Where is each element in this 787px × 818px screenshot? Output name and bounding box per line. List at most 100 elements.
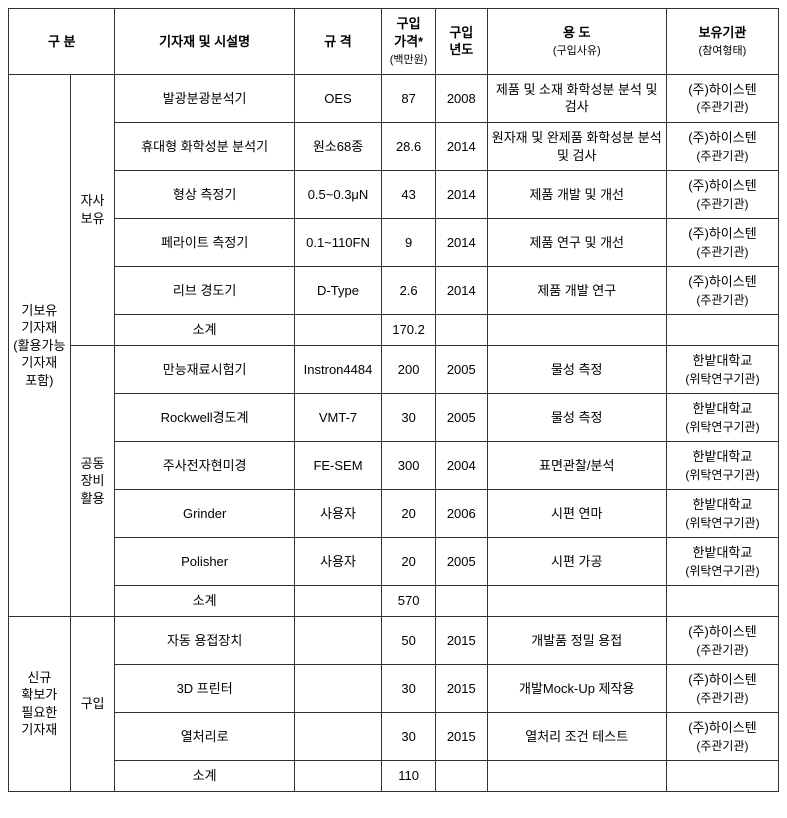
institution-role: (주관기관) [696,149,748,163]
header-year-text: 구입년도 [449,25,473,58]
price-cell: 2.6 [382,267,436,315]
use-cell: 시편 가공 [487,538,666,586]
institution-cell: 한밭대학교(위탁연구기관) [666,345,778,393]
institution-cell: 한밭대학교(위탁연구기관) [666,394,778,442]
equipment-name-cell: 페라이트 측정기 [115,219,294,267]
spec-cell [294,586,381,617]
subtotal-label-cell: 소계 [115,315,294,346]
header-institution-sub: (참여형태) [699,45,747,57]
use-cell: 제품 및 소재 화학성분 분석 및 검사 [487,74,666,122]
institution-cell: 한밭대학교(위탁연구기관) [666,538,778,586]
table-row: 3D 프린터302015개발Mock-Up 제작용(주)하이스텐(주관기관) [9,665,779,713]
year-cell: 2015 [436,665,488,713]
institution-name: (주)하이스텐 [688,624,756,639]
header-category: 구 분 [9,9,115,75]
institution-role: (위탁연구기관) [685,468,759,482]
header-price-top: 구입가격* [394,16,423,49]
use-cell: 원자재 및 완제품 화학성분 분석 및 검사 [487,123,666,171]
use-cell: 제품 연구 및 개선 [487,219,666,267]
spec-cell: Instron4484 [294,345,381,393]
equipment-name-cell: Rockwell경도계 [115,394,294,442]
price-cell: 20 [382,490,436,538]
subgroup-label-cell: 구입 [70,616,115,791]
spec-cell [294,616,381,664]
price-cell: 50 [382,616,436,664]
institution-cell [666,315,778,346]
header-price-sub: (백만원) [390,54,428,66]
institution-cell: (주)하이스텐(주관기관) [666,171,778,219]
table-row: 주사전자현미경FE-SEM3002004표면관찰/분석한밭대학교(위탁연구기관) [9,442,779,490]
year-cell: 2014 [436,219,488,267]
equipment-name-cell: Grinder [115,490,294,538]
institution-cell [666,761,778,792]
subtotal-price-cell: 570 [382,586,436,617]
spec-cell: 원소68종 [294,123,381,171]
institution-cell: 한밭대학교(위탁연구기관) [666,490,778,538]
header-institution-top: 보유기관 [699,25,747,40]
institution-cell [666,586,778,617]
equipment-name-cell: 자동 용접장치 [115,616,294,664]
header-name-text: 기자재 및 시설명 [159,34,250,49]
header-use-top: 용 도 [563,25,591,40]
use-cell: 개발Mock-Up 제작용 [487,665,666,713]
equipment-name-cell: 주사전자현미경 [115,442,294,490]
institution-cell: (주)하이스텐(주관기관) [666,616,778,664]
institution-role: (주관기관) [696,293,748,307]
price-cell: 30 [382,665,436,713]
subtotal-price-cell: 110 [382,761,436,792]
institution-role: (주관기관) [696,245,748,259]
spec-cell: OES [294,74,381,122]
subtotal-label-cell: 소계 [115,586,294,617]
price-cell: 300 [382,442,436,490]
equipment-name-cell: 휴대형 화학성분 분석기 [115,123,294,171]
price-cell: 9 [382,219,436,267]
institution-cell: (주)하이스텐 (주관기관) [666,123,778,171]
institution-cell: (주)하이스텐(주관기관) [666,713,778,761]
header-use: 용 도 (구입사유) [487,9,666,75]
institution-name: (주)하이스텐 [688,130,756,145]
spec-cell: 0.1~110FN [294,219,381,267]
subtotal-label-cell: 소계 [115,761,294,792]
price-cell: 200 [382,345,436,393]
header-institution: 보유기관 (참여형태) [666,9,778,75]
spec-cell: D-Type [294,267,381,315]
year-cell: 2005 [436,394,488,442]
year-cell [436,586,488,617]
use-cell [487,315,666,346]
institution-role: (주관기관) [696,739,748,753]
institution-name: 한밭대학교 [693,497,753,512]
institution-name: 한밭대학교 [693,401,753,416]
header-price: 구입가격* (백만원) [382,9,436,75]
subtotal-row: 소계 170.2 [9,315,779,346]
institution-role: (주관기관) [696,100,748,114]
year-cell [436,315,488,346]
subtotal-row: 소계 110 [9,761,779,792]
use-cell: 제품 개발 및 개선 [487,171,666,219]
equipment-name-cell: 형상 측정기 [115,171,294,219]
price-cell: 30 [382,394,436,442]
spec-cell [294,761,381,792]
group-label-cell: 기보유기자재(활용가능기자재포함) [9,74,71,616]
header-spec: 규 격 [294,9,381,75]
use-cell: 제품 개발 연구 [487,267,666,315]
institution-cell: (주)하이스텐(주관기관) [666,219,778,267]
subtotal-price-cell: 170.2 [382,315,436,346]
price-cell: 43 [382,171,436,219]
equipment-name-cell: 만능재료시험기 [115,345,294,393]
spec-cell: 사용자 [294,490,381,538]
use-cell: 물성 측정 [487,345,666,393]
institution-cell: (주)하이스텐(주관기관) [666,74,778,122]
equipment-name-cell: 열처리로 [115,713,294,761]
year-cell: 2006 [436,490,488,538]
year-cell: 2014 [436,123,488,171]
use-cell: 시편 연마 [487,490,666,538]
institution-name: 한밭대학교 [693,545,753,560]
year-cell: 2015 [436,713,488,761]
use-cell: 표면관찰/분석 [487,442,666,490]
table-row: 리브 경도기D-Type2.62014제품 개발 연구(주)하이스텐(주관기관) [9,267,779,315]
spec-cell [294,713,381,761]
institution-cell: (주)하이스텐(주관기관) [666,665,778,713]
use-cell [487,586,666,617]
spec-cell [294,315,381,346]
year-cell: 2005 [436,345,488,393]
